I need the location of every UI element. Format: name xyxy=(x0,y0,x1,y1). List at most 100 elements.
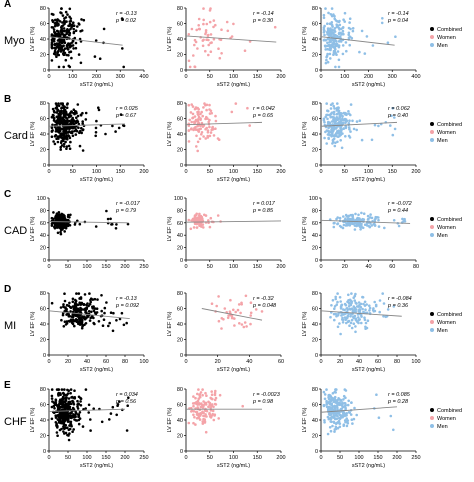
data-point xyxy=(72,47,75,50)
data-point xyxy=(60,45,63,48)
data-point xyxy=(64,394,67,397)
data-point xyxy=(213,393,217,397)
data-point xyxy=(330,29,334,33)
data-point xyxy=(333,144,337,148)
data-point xyxy=(359,225,363,229)
trend-line xyxy=(320,406,398,413)
data-point xyxy=(116,403,120,406)
data-point xyxy=(77,22,80,25)
data-point xyxy=(119,113,123,116)
data-point xyxy=(212,19,216,22)
data-point xyxy=(66,392,70,395)
data-point xyxy=(72,24,76,28)
scatter-plot-combined: 0 20 40 60 80 0 100 200 300 400 LV EF (%) sST2 (ng/… xyxy=(30,6,149,88)
data-point xyxy=(333,43,337,46)
data-point xyxy=(57,53,61,57)
data-point xyxy=(106,217,110,221)
data-point xyxy=(188,65,192,69)
data-point xyxy=(69,213,72,217)
data-point xyxy=(349,303,353,307)
data-point xyxy=(208,401,212,405)
data-point xyxy=(78,417,82,420)
r-value: r = 0.042 xyxy=(253,106,275,112)
data-point xyxy=(340,114,343,117)
data-point xyxy=(194,396,197,400)
data-point xyxy=(378,299,382,302)
data-point xyxy=(330,14,334,18)
data-point xyxy=(330,23,334,27)
data-point xyxy=(354,212,357,216)
data-point xyxy=(360,138,364,142)
data-point xyxy=(81,149,85,152)
data-point xyxy=(192,395,195,398)
data-point xyxy=(117,126,121,130)
data-point xyxy=(206,136,210,139)
data-point xyxy=(194,125,197,129)
data-point xyxy=(196,118,200,121)
data-point xyxy=(67,33,71,36)
data-point xyxy=(381,17,384,20)
x-tick-label: 200 xyxy=(276,74,285,80)
data-point xyxy=(195,226,199,229)
data-point xyxy=(342,18,345,22)
data-point xyxy=(50,216,54,220)
r-value: r = -0.32 xyxy=(253,296,274,302)
data-point xyxy=(202,400,205,403)
data-point xyxy=(197,24,200,27)
data-point xyxy=(195,134,198,138)
data-point xyxy=(332,104,336,108)
data-point xyxy=(381,292,385,295)
data-point xyxy=(60,388,64,391)
legend-label: Men xyxy=(437,138,448,144)
y-axis-label: LV EF (%) xyxy=(30,216,36,241)
data-point xyxy=(205,22,209,26)
data-point xyxy=(126,404,129,408)
data-point xyxy=(377,218,380,222)
x-tick-label: 50 xyxy=(65,455,71,461)
data-point xyxy=(343,11,347,15)
data-point xyxy=(57,104,61,108)
data-point xyxy=(350,326,354,330)
data-point xyxy=(322,16,326,20)
data-point xyxy=(330,128,333,132)
data-point xyxy=(329,417,333,421)
data-point xyxy=(386,41,390,44)
data-point xyxy=(102,318,106,322)
data-point xyxy=(50,59,54,62)
data-point xyxy=(331,142,334,145)
data-point xyxy=(332,127,336,131)
data-point xyxy=(65,136,69,140)
data-point xyxy=(189,111,193,114)
data-point xyxy=(205,115,208,119)
data-point xyxy=(337,44,341,47)
data-point xyxy=(236,308,240,312)
trend-line xyxy=(201,308,263,321)
data-point xyxy=(187,59,191,63)
data-point xyxy=(325,142,329,145)
legend-marker-men xyxy=(430,233,434,237)
data-point xyxy=(202,135,205,138)
data-point xyxy=(330,133,333,137)
data-point xyxy=(217,47,220,50)
data-point xyxy=(349,315,352,318)
data-point xyxy=(349,308,352,311)
y-tick-label: 20 xyxy=(40,246,46,252)
x-axis-label: sST2 (ng/mL) xyxy=(80,177,113,183)
data-point xyxy=(260,310,264,313)
data-point xyxy=(354,310,358,314)
data-point xyxy=(125,429,129,432)
x-tick-label: 20 xyxy=(342,264,348,270)
data-point xyxy=(337,65,341,69)
data-point xyxy=(57,38,61,42)
y-tick-label: 100 xyxy=(37,196,46,202)
data-point xyxy=(352,417,356,421)
data-point xyxy=(220,28,223,32)
data-point xyxy=(328,406,332,410)
x-tick-label: 100 xyxy=(229,169,238,175)
r-value: r = -0.14 xyxy=(388,11,409,17)
x-tick-label: 80 xyxy=(394,359,400,365)
data-point xyxy=(63,36,67,39)
r-value: r = -0.072 xyxy=(388,201,412,207)
data-point xyxy=(50,301,54,305)
data-point xyxy=(245,325,248,328)
